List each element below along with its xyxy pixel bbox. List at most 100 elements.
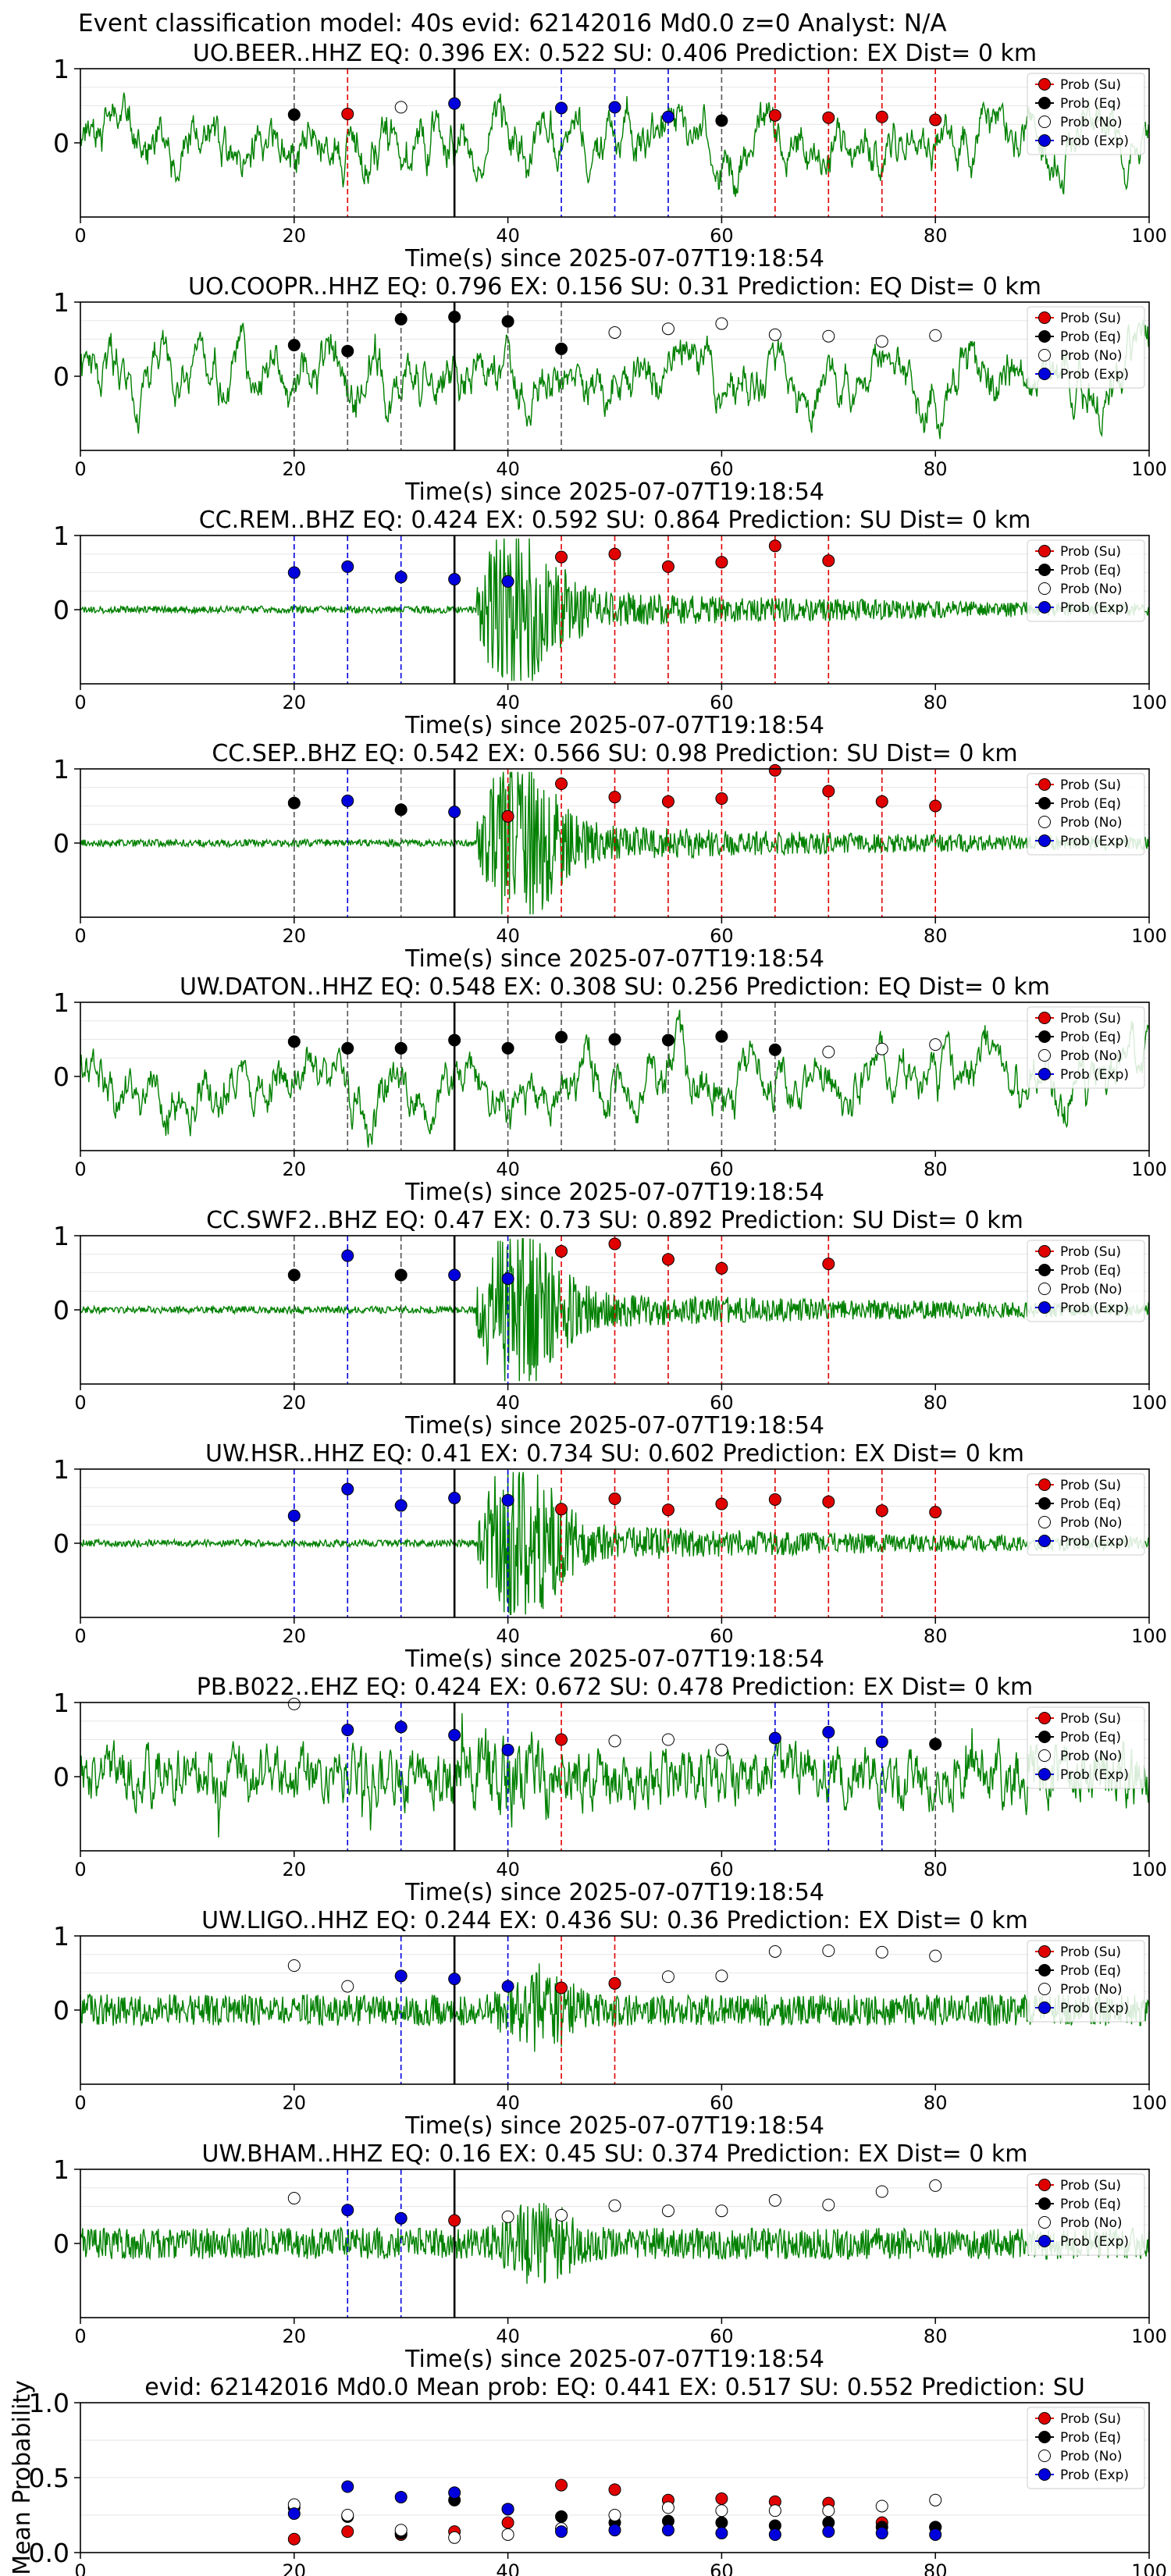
legend-entry: Prob (Exp) bbox=[1060, 1767, 1129, 1783]
mean-point-exp bbox=[555, 2525, 568, 2539]
x-axis-label: Time(s) since 2025-07-07T19:18:54 bbox=[404, 2346, 824, 2373]
legend-marker bbox=[1038, 564, 1051, 576]
legend-marker bbox=[1038, 1535, 1051, 1547]
xtick-label: 80 bbox=[924, 1859, 948, 1880]
ytick-label: 1 bbox=[53, 1688, 69, 1718]
legend-marker bbox=[1038, 2412, 1051, 2425]
prob-point-no bbox=[287, 1697, 301, 1710]
station-panel: PB.B022..EHZ EQ: 0.424 EX: 0.672 SU: 0.4… bbox=[53, 1674, 1167, 1906]
prob-point-su bbox=[768, 109, 781, 122]
legend-entry: Prob (No) bbox=[1060, 1749, 1123, 1764]
legend-entry: Prob (No) bbox=[1060, 582, 1123, 597]
prob-point-su bbox=[555, 550, 568, 564]
xtick-label: 80 bbox=[924, 925, 948, 947]
prob-point-no bbox=[768, 1944, 781, 1958]
legend-entry: Prob (Eq) bbox=[1060, 96, 1121, 112]
xtick-label: 0 bbox=[74, 925, 86, 947]
xtick-label: 20 bbox=[283, 1158, 307, 1180]
prob-point-no bbox=[608, 1735, 621, 1748]
prob-point-no bbox=[929, 1038, 942, 1051]
legend-entry: Prob (Su) bbox=[1060, 311, 1121, 326]
mean-point-exp bbox=[661, 2524, 674, 2537]
legend-marker bbox=[1038, 1983, 1051, 1995]
legend-marker bbox=[1038, 1068, 1051, 1080]
mean-point-exp bbox=[501, 2503, 514, 2516]
prob-point-su bbox=[608, 547, 621, 560]
axes-frame bbox=[80, 768, 1150, 918]
xtick-label: 80 bbox=[924, 2092, 948, 2114]
xtick-label: 40 bbox=[496, 458, 520, 480]
legend-marker bbox=[1038, 116, 1051, 128]
x-axis-label: Time(s) since 2025-07-07T19:18:54 bbox=[404, 2112, 824, 2140]
x-axis-label: Time(s) since 2025-07-07T19:18:54 bbox=[404, 712, 824, 739]
legend-entry: Prob (Su) bbox=[1060, 777, 1121, 793]
axes-frame bbox=[80, 68, 1150, 218]
xtick-label: 80 bbox=[924, 2560, 948, 2576]
legend-entry: Prob (Exp) bbox=[1060, 1300, 1129, 1316]
legend-marker bbox=[1038, 1478, 1051, 1491]
xtick-label: 60 bbox=[710, 1392, 734, 1414]
prob-point-no bbox=[608, 2199, 621, 2212]
legend-marker bbox=[1038, 1245, 1051, 1258]
legend-entry: Prob (No) bbox=[1060, 815, 1123, 831]
prob-point-su bbox=[661, 560, 674, 573]
xtick-label: 80 bbox=[924, 692, 948, 713]
xtick-label: 60 bbox=[710, 1859, 734, 1880]
xtick-label: 20 bbox=[283, 1625, 307, 1647]
xtick-label: 40 bbox=[496, 1859, 520, 1880]
axes-frame bbox=[80, 2169, 1150, 2318]
xtick-label: 60 bbox=[710, 1625, 734, 1647]
xtick-label: 60 bbox=[710, 925, 734, 947]
xtick-label: 20 bbox=[283, 2560, 307, 2576]
legend-box bbox=[1027, 1006, 1145, 1089]
legend-entry: Prob (Su) bbox=[1060, 1944, 1121, 1960]
mean-point-exp bbox=[608, 2524, 621, 2537]
legend-marker bbox=[1038, 1768, 1051, 1781]
prob-point-exp bbox=[287, 566, 301, 579]
xtick-label: 100 bbox=[1131, 1158, 1167, 1180]
legend-marker bbox=[1038, 1712, 1051, 1724]
station-panel: CC.REM..BHZ EQ: 0.424 EX: 0.592 SU: 0.86… bbox=[53, 507, 1167, 739]
xtick-label: 80 bbox=[924, 1158, 948, 1180]
legend-box bbox=[1027, 1706, 1145, 1789]
axes-frame bbox=[80, 1002, 1150, 1151]
legend-marker bbox=[1038, 2216, 1051, 2229]
prob-point-no bbox=[822, 1045, 835, 1059]
legend-marker bbox=[1038, 78, 1051, 91]
legend-box bbox=[1027, 73, 1145, 155]
mean-point-eq bbox=[555, 2510, 568, 2523]
mean-point-exp bbox=[287, 2507, 301, 2521]
xtick-label: 100 bbox=[1131, 1392, 1167, 1414]
station-panel: UW.LIGO..HHZ EQ: 0.244 EX: 0.436 SU: 0.3… bbox=[53, 1907, 1167, 2140]
xtick-label: 60 bbox=[710, 1158, 734, 1180]
legend-entry: Prob (Exp) bbox=[1060, 367, 1129, 382]
prob-point-no bbox=[875, 2185, 888, 2198]
prob-point-exp bbox=[501, 575, 514, 588]
panel-title: PB.B022..EHZ EQ: 0.424 EX: 0.672 SU: 0.4… bbox=[197, 1674, 1033, 1701]
station-panel: UW.HSR..HHZ EQ: 0.41 EX: 0.734 SU: 0.602… bbox=[53, 1440, 1167, 1673]
xtick-label: 0 bbox=[74, 692, 86, 713]
mean-point-no bbox=[768, 2504, 781, 2517]
prob-point-eq bbox=[768, 1043, 781, 1056]
legend-marker bbox=[1038, 368, 1051, 380]
ytick-label: 0 bbox=[53, 828, 69, 859]
legend-entry: Prob (Su) bbox=[1060, 544, 1121, 560]
ytick-label: 0 bbox=[53, 1295, 69, 1325]
prob-point-su bbox=[608, 1976, 621, 1990]
prob-point-no bbox=[875, 335, 888, 348]
ytick-label: 0 bbox=[53, 1528, 69, 1559]
waveform-trace bbox=[80, 2203, 1150, 2284]
xtick-label: 0 bbox=[74, 2560, 86, 2576]
legend-marker bbox=[1038, 1964, 1051, 1976]
panel-title: UO.COOPR..HHZ EQ: 0.796 EX: 0.156 SU: 0.… bbox=[188, 273, 1041, 301]
panel-title: CC.SWF2..BHZ EQ: 0.47 EX: 0.73 SU: 0.892… bbox=[206, 1207, 1023, 1234]
legend-entry: Prob (Exp) bbox=[1060, 600, 1129, 616]
prob-point-exp bbox=[394, 1969, 408, 1983]
prob-point-no bbox=[929, 329, 942, 342]
xtick-label: 40 bbox=[496, 925, 520, 947]
prob-point-exp bbox=[501, 1272, 514, 1286]
prob-point-no bbox=[608, 326, 621, 339]
legend-entry: Prob (No) bbox=[1060, 1515, 1123, 1531]
ytick-label: 1 bbox=[53, 1454, 69, 1485]
legend-marker bbox=[1038, 1516, 1051, 1528]
